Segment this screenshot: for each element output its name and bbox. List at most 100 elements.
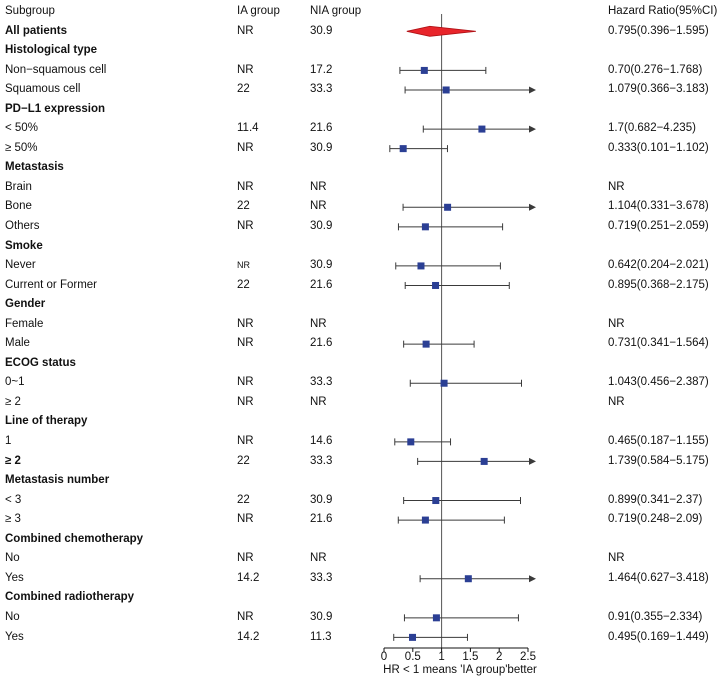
forest-row: ≥ 2 22 33.3 1.739(0.584−5.175) — [0, 452, 717, 472]
subgroup-label: Brain — [5, 180, 32, 193]
group-header-row: Smoke — [0, 237, 717, 257]
subgroup-label: Female — [5, 317, 44, 330]
subgroup-label: Non−squamous cell — [5, 63, 107, 76]
ia-group-value: NR — [237, 260, 250, 271]
forest-row: All patients NR 30.9 0.795(0.396−1.595) — [0, 22, 717, 42]
ia-group-value: NR — [237, 24, 254, 37]
group-header-row: ECOG status — [0, 354, 717, 374]
nia-group-value: NR — [310, 180, 327, 193]
nia-group-value: 14.6 — [310, 435, 333, 448]
forest-row: Others NR 30.9 0.719(0.251−2.059) — [0, 217, 717, 237]
ia-group-value: NR — [237, 317, 254, 330]
nia-group-value: 30.9 — [310, 220, 333, 233]
column-header-nia-group: NIA group — [310, 5, 362, 17]
subgroup-label: No — [5, 552, 20, 565]
ia-group-value: NR — [237, 552, 254, 565]
subgroup-label: Combined radiotherapy — [5, 591, 135, 604]
ia-group-value: NR — [237, 63, 254, 76]
ia-group-value: NR — [237, 435, 254, 448]
forest-row: Female NR NR NR — [0, 315, 717, 335]
ia-group-value: NR — [237, 337, 254, 350]
hazard-ratio-ci-value: NR — [608, 317, 625, 330]
ia-group-value: NR — [237, 395, 254, 408]
hazard-ratio-ci-value: 0.495(0.169−1.449) — [608, 630, 709, 643]
nia-group-value: 33.3 — [310, 454, 333, 467]
forest-row: Current or Former 22 21.6 0.895(0.368−2.175… — [0, 276, 717, 296]
group-header-row: Histological type — [0, 41, 717, 61]
nia-group-value: 21.6 — [310, 122, 333, 135]
forest-row: < 3 22 30.9 0.899(0.341−2.37) — [0, 491, 717, 511]
forest-row: No NR NR NR — [0, 549, 717, 569]
nia-group-value: NR — [310, 317, 327, 330]
hazard-ratio-ci-value: NR — [608, 395, 625, 408]
subgroup-label: Yes — [5, 571, 24, 584]
hazard-ratio-ci-value: 0.465(0.187−1.155) — [608, 435, 709, 448]
hazard-ratio-ci-value: NR — [608, 180, 625, 193]
forest-row: Never NR 30.9 0.642(0.204−2.021) — [0, 256, 717, 276]
x-axis-tick-label: 1 — [438, 651, 445, 663]
subgroup-label: All patients — [5, 24, 67, 37]
ia-group-value: NR — [237, 141, 254, 154]
subgroup-label: Metastasis — [5, 161, 64, 174]
subgroup-label: Gender — [5, 298, 46, 311]
forest-row: 0~1 NR 33.3 1.043(0.456−2.387) — [0, 373, 717, 393]
x-axis-tick-label: 0.5 — [404, 651, 421, 663]
forest-row: Yes 14.2 11.3 0.495(0.169−1.449) — [0, 628, 717, 648]
forest-row: ≥ 50% NR 30.9 0.333(0.101−1.102) — [0, 139, 717, 159]
ia-group-value: 14.2 — [237, 571, 260, 584]
subgroup-label: 0~1 — [5, 376, 25, 389]
subgroup-label: Bone — [5, 200, 32, 213]
nia-group-value: 11.3 — [310, 630, 332, 643]
nia-group-value: 30.9 — [310, 610, 333, 623]
subgroup-label: Line of therapy — [5, 415, 88, 428]
ia-group-value: 22 — [237, 200, 250, 213]
subgroup-label: < 3 — [5, 493, 22, 506]
forest-row: No NR 30.9 0.91(0.355−2.334) — [0, 608, 717, 628]
nia-group-value: NR — [310, 552, 327, 565]
subgroup-label: 1 — [5, 435, 12, 448]
nia-group-value: 21.6 — [310, 278, 333, 291]
group-header-row: Gender — [0, 295, 717, 315]
column-header-ia-group: IA group — [237, 5, 280, 17]
subgroup-label: < 50% — [5, 122, 38, 135]
forest-row: Squamous cell 22 33.3 1.079(0.366−3.183) — [0, 80, 717, 100]
forest-rows: All patients NR 30.9 0.795(0.396−1.595) Hist… — [0, 22, 717, 648]
hazard-ratio-ci-value: 0.642(0.204−2.021) — [608, 259, 709, 272]
ia-group-value: 22 — [237, 278, 250, 291]
subgroup-label: Smoke — [5, 239, 43, 252]
subgroup-label: Never — [5, 259, 36, 272]
nia-group-value: 33.3 — [310, 376, 333, 389]
x-axis-tick-label: 1.5 — [462, 651, 479, 663]
subgroup-label: PD−L1 expression — [5, 102, 106, 115]
group-header-row: Line of therapy — [0, 412, 717, 432]
x-axis-tick-label: 2 — [495, 651, 503, 663]
nia-group-value: 30.9 — [310, 493, 333, 506]
subgroup-label: No — [5, 610, 20, 623]
hazard-ratio-ci-value: 0.731(0.341−1.564) — [608, 337, 709, 350]
hazard-ratio-ci-value: 1.104(0.331−3.678) — [608, 200, 709, 213]
ia-group-value: NR — [237, 180, 254, 193]
ia-group-value: NR — [237, 220, 254, 233]
subgroup-label: ≥ 2 — [5, 395, 21, 408]
x-axis-tick-label: 2.5 — [520, 651, 536, 663]
hazard-ratio-ci-value: 0.719(0.248−2.09) — [608, 513, 703, 526]
x-axis-label: HR < 1 means 'IA group'better — [383, 664, 537, 676]
subgroup-label: Histological type — [5, 44, 98, 57]
group-header-row: Combined chemotherapy — [0, 530, 717, 550]
nia-group-value: 21.6 — [310, 337, 333, 350]
nia-group-value: 33.3 — [310, 571, 333, 584]
hazard-ratio-ci-value: 1.464(0.627−3.418) — [608, 571, 709, 584]
subgroup-label: ≥ 2 — [5, 454, 21, 467]
column-header-hazard-ratio: Hazard Ratio(95%CI) — [608, 5, 717, 17]
forest-row: ≥ 3 NR 21.6 0.719(0.248−2.09) — [0, 510, 717, 530]
hazard-ratio-ci-value: 1.079(0.366−3.183) — [608, 83, 709, 96]
subgroup-label: ≥ 3 — [5, 513, 21, 526]
hazard-ratio-ci-value: 0.899(0.341−2.37) — [608, 493, 703, 506]
forest-row: Brain NR NR NR — [0, 178, 717, 198]
subgroup-label: Others — [5, 220, 40, 233]
hazard-ratio-ci-value: 0.333(0.101−1.102) — [608, 141, 709, 154]
forest-row: 1 NR 14.6 0.465(0.187−1.155) — [0, 432, 717, 452]
hazard-ratio-ci-value: 0.795(0.396−1.595) — [608, 24, 709, 37]
column-header-row: Subgroup IA group NIA group Hazard Ratio… — [0, 2, 717, 22]
ia-group-value: 22 — [237, 493, 250, 506]
